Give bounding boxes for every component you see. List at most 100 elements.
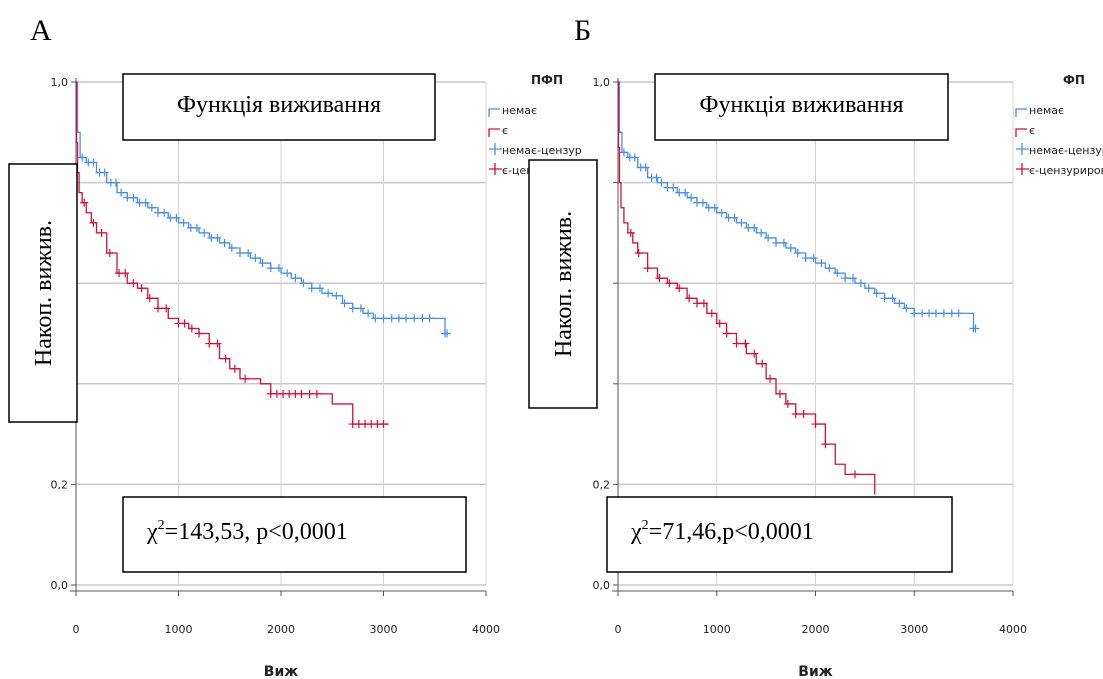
- stat-box: [122, 496, 467, 573]
- stat-box: [606, 496, 953, 573]
- censor-mark-0: [78, 153, 87, 162]
- censor-mark-1: [312, 389, 321, 398]
- legend-label: є-цензуриров: [1029, 164, 1103, 177]
- censor-mark-1: [783, 399, 792, 408]
- x-tick-label: 4000: [472, 623, 500, 636]
- legend-label: немає-цензур: [1029, 144, 1103, 157]
- censor-mark-0: [737, 218, 746, 227]
- legend-label: є: [1029, 124, 1035, 137]
- censor-mark-0: [147, 203, 156, 212]
- censor-mark-0: [864, 284, 873, 293]
- censor-mark-0: [918, 309, 927, 318]
- censor-mark-0: [274, 264, 283, 273]
- censor-mark-0: [227, 243, 236, 252]
- legend-swatch: [1016, 143, 1029, 155]
- censor-mark-0: [895, 299, 904, 308]
- censor-mark-1: [741, 339, 750, 348]
- censor-mark-1: [693, 299, 701, 308]
- censor-mark-0: [379, 314, 388, 323]
- x-tick-label: 2000: [267, 623, 295, 636]
- censor-mark-1: [121, 269, 130, 278]
- censor-mark-1: [699, 299, 708, 308]
- censor-mark-0: [402, 314, 411, 323]
- censor-mark-1: [732, 339, 741, 348]
- x-tick-label: 3000: [900, 623, 928, 636]
- censor-mark-0: [324, 289, 333, 298]
- x-tick-label: 0: [615, 623, 622, 636]
- censor-mark-1: [685, 294, 694, 303]
- censor-mark-1: [162, 304, 171, 313]
- censor-mark-1: [297, 389, 306, 398]
- censor-mark-0: [641, 163, 650, 172]
- censor-mark-0: [971, 324, 980, 333]
- censor-mark-0: [364, 309, 373, 318]
- censor-mark-0: [213, 233, 222, 242]
- stat-text: χ2=71,46,p<0,0001: [630, 518, 814, 545]
- y-tick-label: 0,0: [593, 579, 611, 592]
- y-axis-label-box: [528, 159, 598, 409]
- censor-mark-0: [750, 223, 759, 232]
- stat-chi: χ: [630, 519, 642, 545]
- censor-mark-0: [111, 178, 120, 187]
- chart-panel-1: А 0,0 0,2 1,0 0 1000 2000 3000 4000 Виж ПФП немає єн…: [8, 14, 582, 679]
- overlay-title-box: [122, 73, 436, 141]
- censor-mark-0: [786, 243, 795, 252]
- censor-mark-1: [665, 279, 674, 288]
- legend-swatch: [489, 143, 502, 155]
- censor-mark-0: [880, 294, 889, 303]
- legend-swatch: [489, 163, 502, 175]
- censor-mark-0: [619, 148, 628, 157]
- censor-mark-0: [925, 309, 934, 318]
- censor-mark-0: [192, 223, 201, 232]
- censor-mark-1: [634, 249, 643, 258]
- censor-mark-0: [757, 228, 766, 237]
- censor-mark-0: [872, 289, 881, 298]
- censor-mark-1: [707, 309, 716, 318]
- censor-mark-0: [179, 218, 188, 227]
- censor-mark-0: [89, 158, 98, 167]
- overlay-title: Функція виживання: [699, 92, 903, 118]
- legend-swatch: [488, 128, 500, 137]
- x-tick-label: 4000: [999, 623, 1027, 636]
- censor-mark-1: [715, 319, 724, 328]
- censor-mark-0: [939, 309, 948, 318]
- censor-mark-1: [205, 339, 214, 348]
- overlay-title-box: [654, 73, 949, 141]
- censor-mark-1: [626, 228, 635, 237]
- censor-mark-1: [379, 420, 388, 429]
- stat-sup: 2: [642, 518, 649, 533]
- censor-mark-0: [801, 254, 810, 263]
- censor-mark-0: [902, 304, 911, 313]
- x-tick-label: 2000: [802, 623, 830, 636]
- legend-swatch: [1015, 108, 1027, 117]
- censor-mark-1: [230, 364, 239, 373]
- panel-letter: Б: [574, 14, 591, 47]
- censor-mark-0: [825, 264, 834, 273]
- censor-mark-0: [698, 198, 707, 207]
- y-tick-label: 0,2: [51, 478, 69, 491]
- censor-mark-1: [791, 409, 800, 418]
- censor-mark-1: [758, 359, 767, 368]
- censor-mark-0: [100, 168, 109, 177]
- censor-mark-1: [97, 228, 106, 237]
- censor-mark-0: [394, 314, 403, 323]
- censor-mark-0: [849, 274, 858, 283]
- censor-mark-0: [443, 329, 452, 338]
- y-axis-label-box: [8, 163, 78, 423]
- y-axis-label: Накоп. вижив.: [31, 220, 57, 366]
- x-tick-label: 1000: [165, 623, 193, 636]
- censor-mark-1: [750, 349, 759, 358]
- censor-mark-0: [779, 238, 788, 247]
- x-tick-label: 1000: [703, 623, 731, 636]
- censor-mark-0: [371, 314, 380, 323]
- legend-label: немає: [1029, 104, 1064, 117]
- censor-mark-0: [931, 309, 940, 318]
- censor-mark-0: [793, 249, 802, 258]
- censor-mark-1: [195, 329, 203, 338]
- censor-mark-0: [340, 299, 349, 308]
- censor-mark-0: [266, 264, 275, 273]
- censor-mark-0: [764, 233, 773, 242]
- censor-mark-1: [775, 389, 784, 398]
- legend-label: є: [502, 124, 508, 137]
- legend-title: ПФП: [531, 73, 563, 87]
